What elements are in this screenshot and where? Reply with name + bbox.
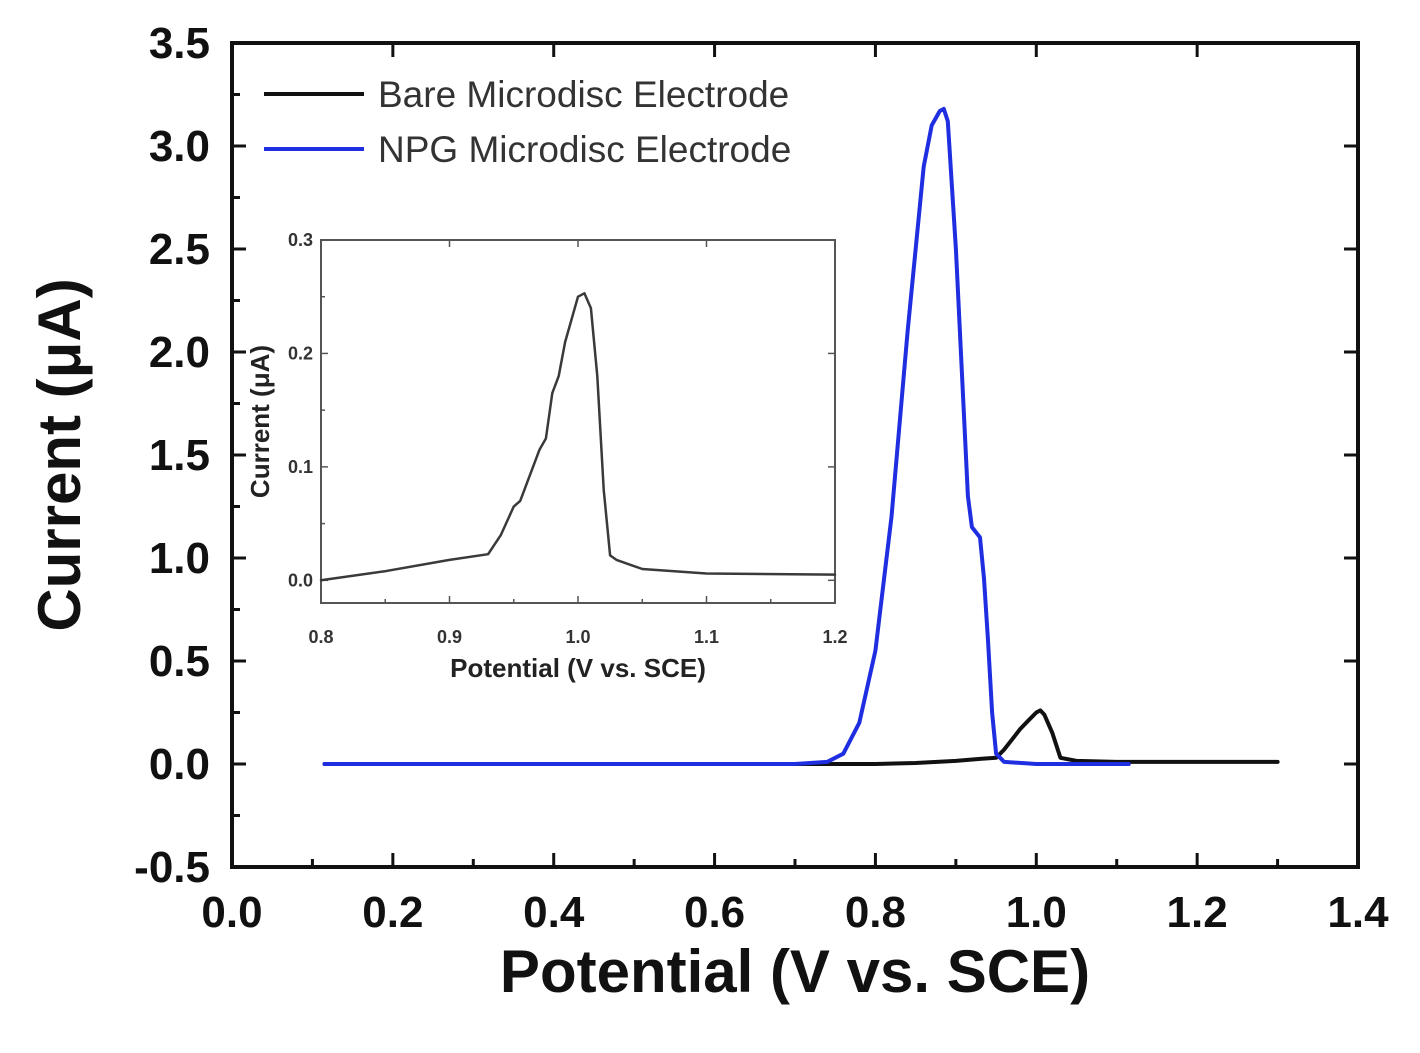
inset-x-tick-label: 1.0 [565,627,590,647]
inset-x-axis-title: Potential (V vs. SCE) [450,653,706,683]
main-y-tick-label: 0.0 [149,740,210,789]
inset-y-tick-label: 0.1 [288,457,313,477]
inset-y-tick-label: 0.2 [288,343,313,363]
legend-label-npg: NPG Microdisc Electrode [378,129,791,170]
inset-y-tick-label: 0.3 [288,230,313,250]
main-y-tick-label: 3.0 [149,122,210,171]
main-x-tick-label: 1.2 [1167,888,1228,937]
inset-x-tick-label: 1.1 [694,627,719,647]
main-y-tick-label: 3.5 [149,19,210,68]
inset-x-tick-label: 0.9 [437,627,462,647]
main-y-axis-title: Current (μA) [26,278,93,631]
main-x-tick-label: 0.4 [523,888,585,937]
main-x-tick-label: 1.4 [1327,888,1389,937]
main-x-tick-label: 0.6 [684,888,745,937]
main-y-tick-label: 2.0 [149,328,210,377]
inset-plot-frame [320,239,836,604]
inset-series-line-a [319,292,837,582]
main-y-tick-label: 1.0 [149,534,210,583]
inset-y-axis-title: Current (μA) [245,345,275,498]
main-x-tick-label: 0.2 [362,888,423,937]
inset-x-tick-label: 1.2 [822,627,847,647]
main-x-axis-title: Potential (V vs. SCE) [500,938,1090,1005]
main-x-tick-label: 0.0 [201,888,262,937]
main-series-line-b [322,106,1131,766]
main-x-tick-label: 0.8 [845,888,906,937]
main-y-tick-label: 0.5 [149,637,210,686]
main-x-tick-label: 1.0 [1006,888,1067,937]
main-series-line-a [322,708,1280,766]
inset-x-tick-label: 0.8 [308,627,333,647]
inset-y-tick-label: 0.0 [288,570,313,590]
main-y-tick-label: 2.5 [149,225,210,274]
main-y-tick-label: -0.5 [134,843,210,892]
main-y-tick-label: 1.5 [149,431,210,480]
legend-label-bare: Bare Microdisc Electrode [378,74,789,115]
